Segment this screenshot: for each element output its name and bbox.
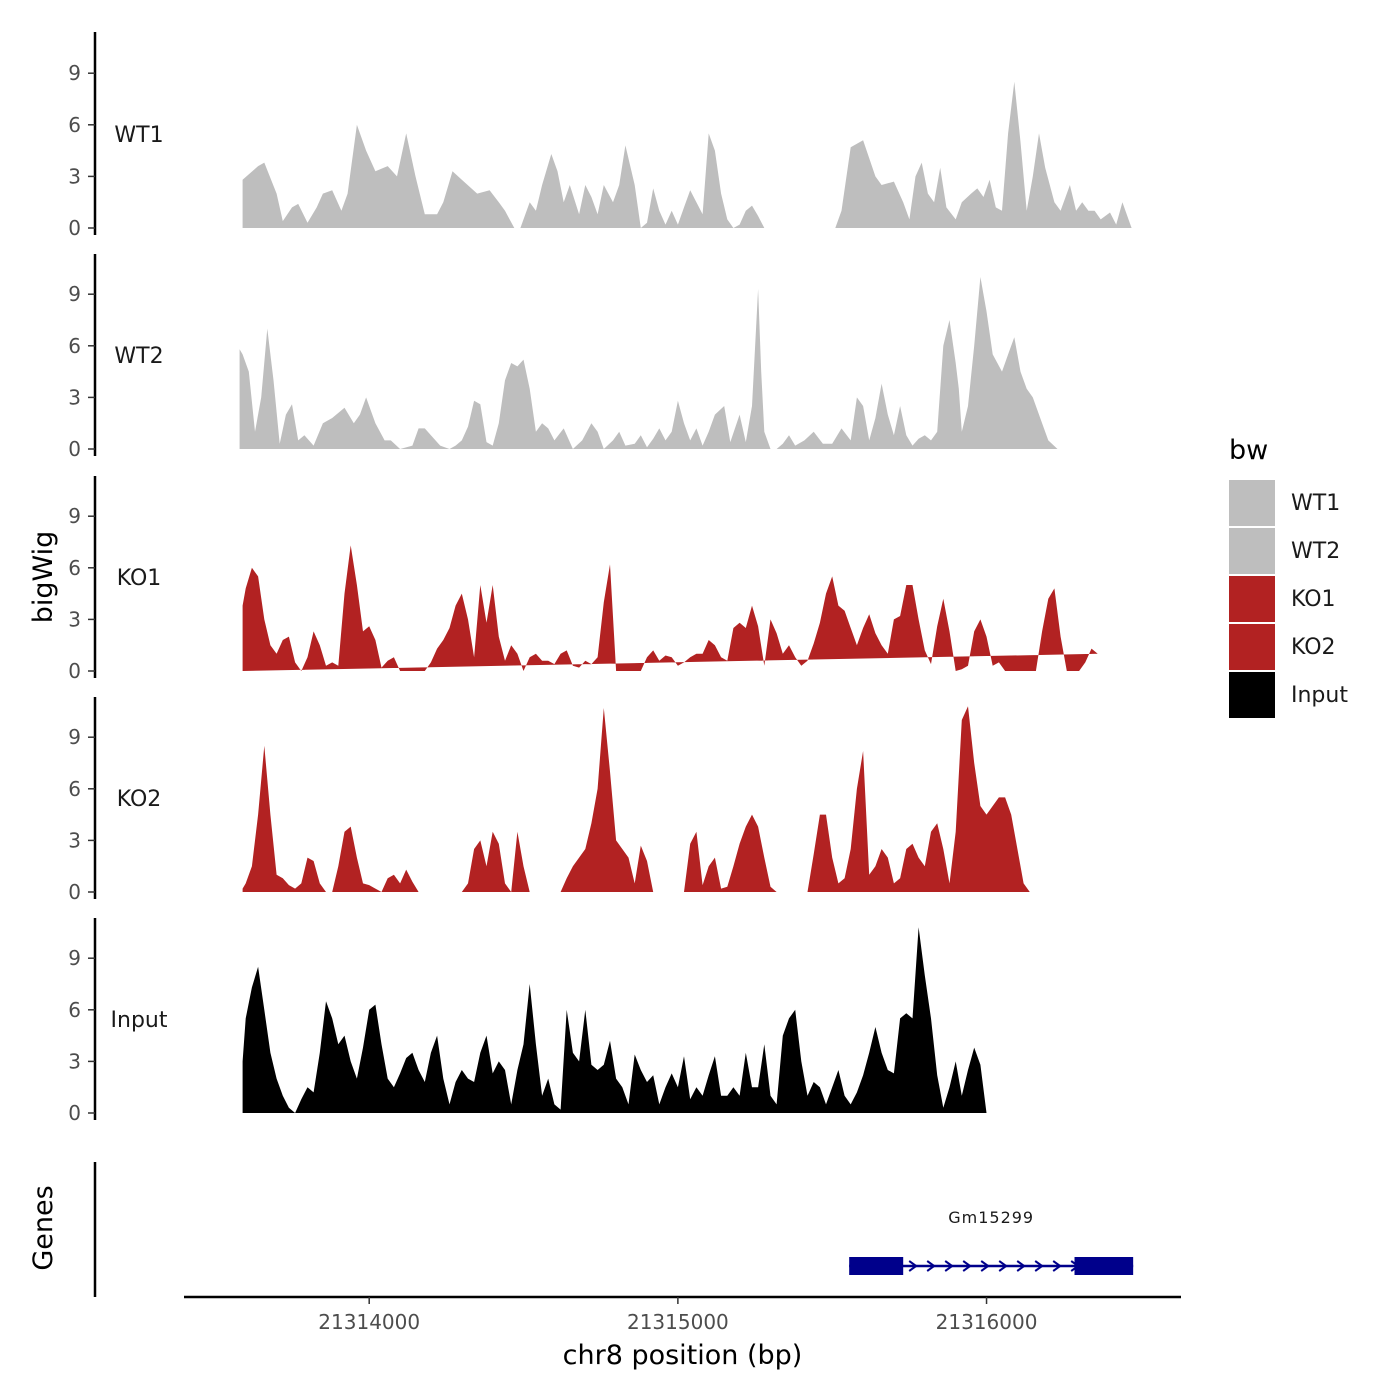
y-tick-label: 0 (68, 437, 81, 461)
legend-title: bw (1229, 435, 1268, 466)
legend-swatch-ko2 (1229, 624, 1275, 670)
legend-label-input: Input (1291, 683, 1348, 708)
legend-label-wt1: WT1 (1291, 491, 1340, 516)
legend-swatch-wt2 (1229, 528, 1275, 574)
x-tick-label: 21314000 (318, 1310, 420, 1334)
gene-exon (1074, 1257, 1134, 1275)
legend-label-wt2: WT2 (1291, 539, 1340, 564)
y-tick-label: 9 (68, 504, 81, 528)
track-label-ko1: KO1 (117, 566, 162, 591)
y-tick-label: 6 (68, 113, 81, 137)
y-tick-label: 9 (68, 946, 81, 970)
coverage-area-input (242, 927, 1123, 1113)
legend-swatch-input (1229, 672, 1275, 718)
legend-swatch-ko1 (1229, 576, 1275, 622)
y-tick-label: 6 (68, 334, 81, 358)
strand-arrow-icon (962, 1260, 972, 1272)
y-tick-label: 6 (68, 998, 81, 1022)
track-label-wt1: WT1 (114, 123, 163, 148)
y-tick-label: 9 (68, 61, 81, 85)
strand-arrow-icon (980, 1260, 990, 1272)
y-tick-label: 0 (68, 216, 81, 240)
y-tick-label: 3 (68, 1049, 81, 1073)
track-label-ko2: KO2 (117, 787, 162, 812)
x-tick-label: 21315000 (627, 1310, 729, 1334)
x-tick-label: 21316000 (936, 1310, 1038, 1334)
y-tick-label: 6 (68, 777, 81, 801)
y-tick-label: 3 (68, 828, 81, 852)
y-tick-label: 0 (68, 659, 81, 683)
y-tick-label: 6 (68, 556, 81, 580)
coverage-area-ko2 (242, 706, 1074, 892)
y-tick-label: 3 (68, 164, 81, 188)
y-tick-label: 3 (68, 385, 81, 409)
strand-arrow-icon (998, 1260, 1008, 1272)
x-axis-title: chr8 position (bp) (563, 1340, 803, 1371)
y-tick-label: 0 (68, 880, 81, 904)
coverage-area-ko1 (242, 545, 1098, 671)
y-tick-label: 9 (68, 725, 81, 749)
strand-arrow-icon (908, 1260, 918, 1272)
legend-label-ko2: KO2 (1291, 635, 1336, 660)
legend-label-ko1: KO1 (1291, 587, 1336, 612)
y-tick-label: 3 (68, 607, 81, 631)
gene-exon (849, 1257, 904, 1275)
strand-arrow-icon (1034, 1260, 1044, 1272)
genes-track-title: Genes (28, 1185, 59, 1270)
strand-arrow-icon (1052, 1260, 1062, 1272)
track-label-input: Input (111, 1008, 168, 1033)
strand-arrow-icon (1016, 1260, 1026, 1272)
track-label-wt2: WT2 (114, 344, 163, 369)
legend-swatch-wt1 (1229, 480, 1275, 526)
y-axis-title: bigWig (28, 531, 59, 624)
coverage-area-wt2 (239, 277, 1077, 449)
strand-arrow-icon (944, 1260, 954, 1272)
y-tick-label: 0 (68, 1101, 81, 1125)
y-tick-label: 9 (68, 282, 81, 306)
gene-name-label: Gm15299 (948, 1208, 1034, 1227)
strand-arrow-icon (926, 1260, 936, 1272)
coverage-area-wt1 (242, 81, 1132, 228)
